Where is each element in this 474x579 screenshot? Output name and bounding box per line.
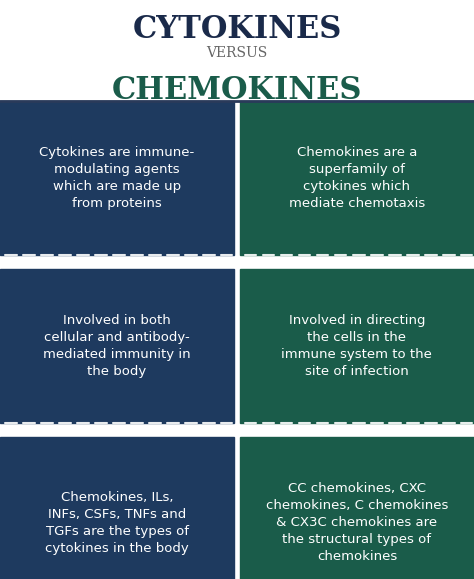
Text: Involved in both
cellular and antibody-
mediated immunity in
the body: Involved in both cellular and antibody- …	[43, 314, 191, 378]
Bar	[240, 101, 474, 255]
Text: VERSUS: VERSUS	[206, 46, 268, 60]
Text: Chemokines are a
superfamily of
cytokines which
mediate chemotaxis: Chemokines are a superfamily of cytokine…	[289, 146, 425, 210]
Bar	[0, 437, 234, 579]
Bar	[0, 0, 474, 101]
Text: Involved in directing
the cells in the
immune system to the
site of infection: Involved in directing the cells in the i…	[282, 314, 432, 378]
Text: Chemokines, ILs,
INFs, CSFs, TNFs and
TGFs are the types of
cytokines in the bod: Chemokines, ILs, INFs, CSFs, TNFs and TG…	[45, 490, 189, 555]
Bar	[0, 269, 234, 423]
Bar	[240, 269, 474, 423]
Bar	[0, 101, 234, 255]
Text: Cytokines are immune-
modulating agents
which are made up
from proteins: Cytokines are immune- modulating agents …	[39, 146, 195, 210]
Text: CC chemokines, CXC
chemokines, C chemokines
& CX3C chemokines are
the structural: CC chemokines, CXC chemokines, C chemoki…	[266, 482, 448, 563]
Bar	[240, 437, 474, 579]
Text: CHEMOKINES: CHEMOKINES	[112, 75, 362, 107]
Text: CYTOKINES: CYTOKINES	[132, 14, 342, 46]
